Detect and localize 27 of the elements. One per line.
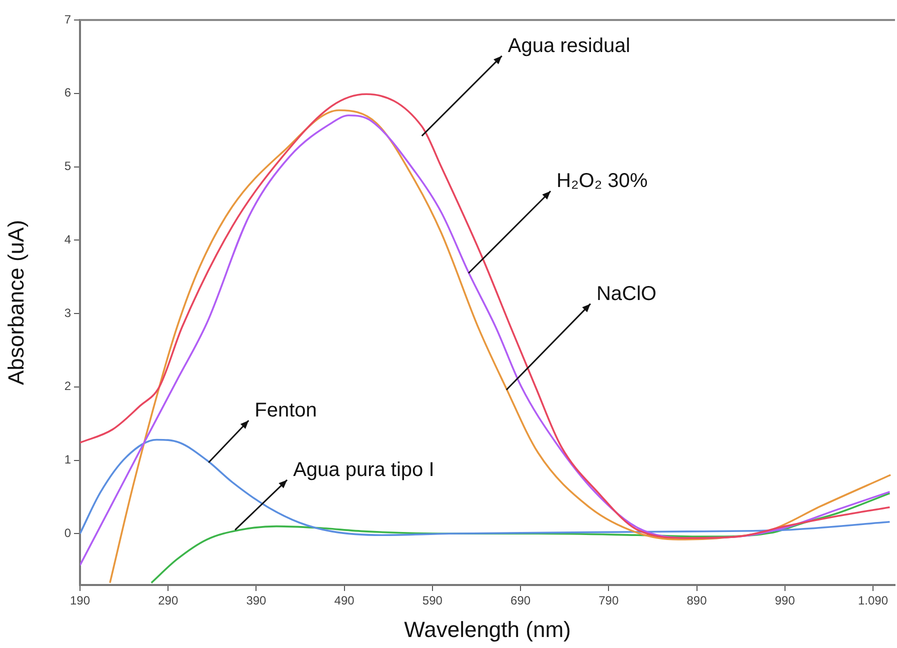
annotation: Agua pura tipo I bbox=[293, 458, 434, 481]
y-tick-label: 5 bbox=[64, 159, 72, 174]
x-tick-label: 690 bbox=[510, 594, 531, 608]
annotation: Fenton bbox=[254, 399, 317, 422]
x-tick-label: 1.090 bbox=[858, 594, 888, 608]
x-tick-label: 190 bbox=[70, 594, 90, 608]
y-axis-title: Absorbance (uA) bbox=[3, 220, 28, 386]
annotation: H₂O₂ 30% bbox=[556, 170, 648, 192]
x-tick-label: 390 bbox=[246, 594, 267, 608]
y-tick-label: 7 bbox=[64, 12, 72, 26]
y-tick-label: 3 bbox=[64, 306, 72, 320]
x-tick-label: 590 bbox=[422, 594, 443, 608]
y-tick-label: 6 bbox=[64, 86, 72, 100]
annotation: NaClO bbox=[596, 282, 656, 305]
y-tick-label: 1 bbox=[64, 452, 72, 467]
x-tick-label: 490 bbox=[334, 594, 355, 608]
x-tick-label: 890 bbox=[686, 594, 708, 608]
x-tick-label: 990 bbox=[774, 594, 796, 608]
x-tick-label: 290 bbox=[158, 594, 178, 608]
line-series bbox=[150, 492, 891, 584]
annotation: Agua residual bbox=[508, 34, 630, 57]
x-tick-label: 790 bbox=[598, 594, 619, 608]
y-tick-label: 0 bbox=[64, 526, 72, 540]
y-tick-label: 4 bbox=[64, 232, 72, 246]
x-axis-title: Wavelength (nm) bbox=[404, 616, 571, 642]
y-tick-label: 2 bbox=[64, 379, 72, 394]
line-series bbox=[80, 438, 891, 536]
